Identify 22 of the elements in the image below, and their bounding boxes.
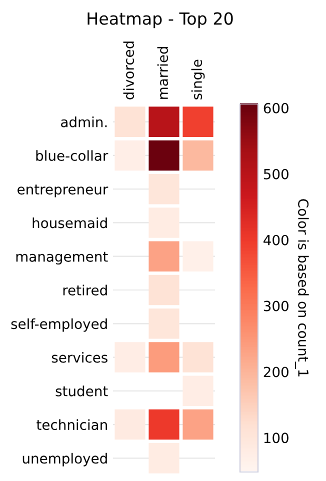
color-bar-label: 500 <box>264 168 288 180</box>
y-tick-label: technician <box>36 419 107 430</box>
y-tick-label: services <box>52 352 108 363</box>
y-tick-label: retired <box>63 284 107 296</box>
color-bar-label: 200 <box>264 366 288 378</box>
x-tick-label: divorced <box>123 42 134 100</box>
x-tick-label: single <box>191 60 205 100</box>
x-tick-label: married <box>157 46 168 99</box>
color-bar-label: 100 <box>264 432 288 444</box>
y-tick-label: entrepreneur <box>18 184 108 198</box>
y-tick-label: unemployed <box>22 452 107 466</box>
y-tick-label: housemaid <box>32 217 107 228</box>
color-bar-title: Color is based on count_1 <box>294 199 309 376</box>
color-bar-label: 400 <box>264 234 288 246</box>
y-tick-label: blue-collar <box>36 150 108 161</box>
color-bar-label: 300 <box>264 300 288 312</box>
y-tick-label: admin. <box>61 116 107 128</box>
y-tick-label: student <box>56 386 108 396</box>
y-tick-label: self-employed <box>11 318 107 332</box>
chart-title: Heatmap - Top 20 <box>88 12 233 28</box>
color-bar-label: 600 <box>264 102 288 114</box>
y-tick-label: management <box>16 252 108 265</box>
